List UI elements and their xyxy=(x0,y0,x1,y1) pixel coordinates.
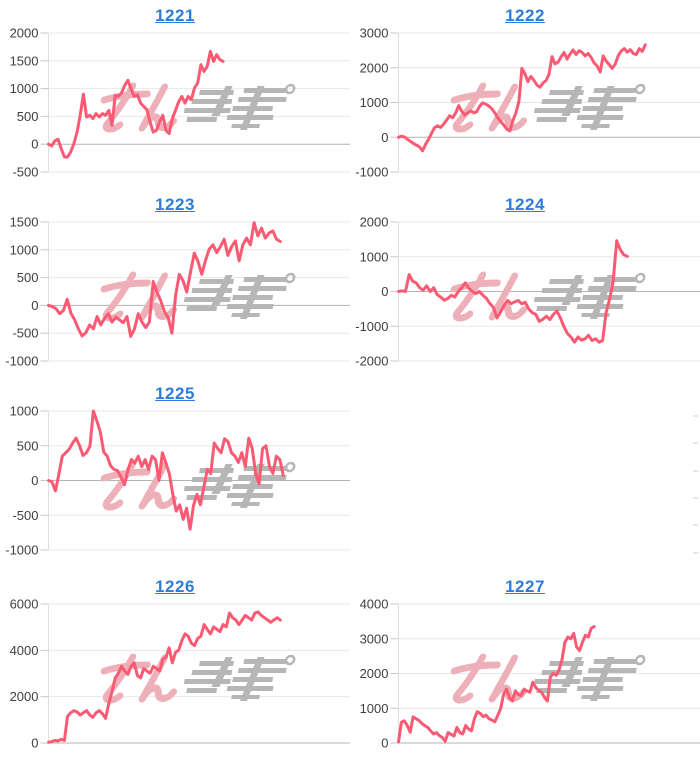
minrepo-watermark xyxy=(100,271,296,322)
data-line xyxy=(397,43,647,153)
y-axis-label: 1000 xyxy=(10,404,39,419)
watermark-gray-text xyxy=(183,83,296,130)
chart-title-link-1225[interactable]: 1225 xyxy=(155,384,195,403)
watermark-gray-text xyxy=(533,654,646,701)
watermark-gray-text xyxy=(533,83,646,130)
cropped-chart-edge-fragment xyxy=(693,496,698,499)
y-axis-label: 1000 xyxy=(360,95,389,110)
y-axis-label: 4000 xyxy=(360,597,389,612)
watermark-gray-text xyxy=(533,272,646,319)
y-axis-label: 1500 xyxy=(10,215,39,230)
chart-title-link-1224[interactable]: 1224 xyxy=(505,195,545,214)
y-axis-label: -500 xyxy=(12,326,38,341)
y-axis-label: 2000 xyxy=(10,689,39,704)
y-axis-label: 1000 xyxy=(360,249,389,264)
y-axis-label: -1000 xyxy=(5,543,38,558)
y-axis-label: 0 xyxy=(31,298,38,313)
data-line xyxy=(47,49,225,159)
line-chart-1223: 1500 1000 500 0 -500 -1000 xyxy=(5,215,350,369)
y-axis-label: 1000 xyxy=(10,81,39,96)
watermark-gray-text xyxy=(183,461,296,508)
cropped-chart-edge-fragment xyxy=(693,442,698,445)
minrepo-watermark xyxy=(100,460,296,511)
chart-cell-1227: 1227 4000 3000 2000 1000 0 xyxy=(350,567,700,756)
y-axis-label: 0 xyxy=(381,736,388,751)
y-axis-label: 500 xyxy=(17,270,39,285)
chart-cell-1222: 1222 3000 2000 1000 0 -1000 xyxy=(350,0,700,189)
y-axis-label: 2000 xyxy=(360,60,389,75)
empty-cell xyxy=(350,378,700,567)
chart-title-row: 1225 xyxy=(0,384,350,404)
y-axis-label: 6000 xyxy=(10,597,39,612)
y-axis-label: 0 xyxy=(381,284,388,299)
chart-cell-1224: 1224 2000 1000 0 -1000 -2000 xyxy=(350,189,700,378)
y-axis-label: 0 xyxy=(381,130,388,145)
y-axis-label: 500 xyxy=(17,109,39,124)
chart-title-link-1222[interactable]: 1222 xyxy=(505,6,545,25)
cropped-chart-edge-fragment xyxy=(693,415,698,417)
line-chart-1221: 2000 1500 1000 500 0 -500 xyxy=(10,26,350,180)
y-axis-label: 3000 xyxy=(360,631,389,646)
y-axis-label: 0 xyxy=(31,137,38,152)
y-axis-label: 1000 xyxy=(10,242,39,257)
chart-cell-1223: 1223 1500 1000 500 0 -500 -1000 xyxy=(0,189,350,378)
y-axis-label: 4000 xyxy=(10,643,39,658)
y-axis-label: -1000 xyxy=(355,319,388,334)
chart-title-row: 1226 xyxy=(0,577,350,597)
y-axis-label: 500 xyxy=(17,438,39,453)
cropped-chart-edge-fragment xyxy=(693,469,698,472)
minrepo-watermark xyxy=(450,271,646,322)
data-line xyxy=(397,239,629,344)
line-chart-1225: 1000 500 0 -500 -1000 xyxy=(5,404,350,558)
watermark-pink-text xyxy=(100,271,178,322)
minrepo-watermark xyxy=(450,653,646,704)
chart-title-link-1227[interactable]: 1227 xyxy=(505,577,545,596)
chart-cell-1221: 1221 2000 1500 1000 500 0 -500 xyxy=(0,0,350,189)
data-line xyxy=(47,221,282,338)
cropped-chart-edge-fragment xyxy=(693,524,698,527)
y-axis-label: 3000 xyxy=(360,26,389,41)
y-axis-label: -1000 xyxy=(355,165,388,180)
y-axis-label: -1000 xyxy=(5,354,38,369)
y-axis-label: 1000 xyxy=(360,701,389,716)
y-axis-label: -500 xyxy=(12,508,38,523)
line-chart-1222: 3000 2000 1000 0 -1000 xyxy=(355,26,700,180)
y-axis-label: -2000 xyxy=(355,354,388,369)
chart-title-row: 1227 xyxy=(350,577,700,597)
y-axis-label: 0 xyxy=(31,473,38,488)
y-axis-label: 2000 xyxy=(10,26,39,41)
chart-title-link-1226[interactable]: 1226 xyxy=(155,577,195,596)
data-line xyxy=(47,409,285,531)
chart-title-row: 1221 xyxy=(0,6,350,26)
minrepo-watermark xyxy=(100,82,296,133)
y-axis-label: 1500 xyxy=(10,53,39,68)
chart-title-row: 1222 xyxy=(350,6,700,26)
y-axis-label: 2000 xyxy=(360,215,389,230)
watermark-gray-text xyxy=(183,654,296,701)
minrepo-watermark xyxy=(100,653,296,704)
y-axis-label: -500 xyxy=(12,165,38,180)
chart-title-row: 1223 xyxy=(0,195,350,215)
y-axis-label: 0 xyxy=(31,736,38,751)
chart-title-link-1223[interactable]: 1223 xyxy=(155,195,195,214)
chart-title-link-1221[interactable]: 1221 xyxy=(155,6,195,25)
chart-cell-1225: 1225 1000 500 0 -500 -1000 xyxy=(0,378,350,567)
chart-title-row: 1224 xyxy=(350,195,700,215)
chart-cell-1226: 1226 6000 4000 2000 0 xyxy=(0,567,350,756)
y-axis-label: 2000 xyxy=(360,666,389,681)
line-chart-1227: 4000 3000 2000 1000 0 xyxy=(360,597,700,751)
data-line xyxy=(47,610,282,744)
cropped-chart-edge-fragment xyxy=(693,551,698,554)
watermark-gray-text xyxy=(183,272,296,319)
watermark-pink-text xyxy=(450,271,528,322)
line-chart-1226: 6000 4000 2000 0 xyxy=(10,597,350,751)
line-chart-1224: 2000 1000 0 -1000 -2000 xyxy=(355,215,700,369)
data-line xyxy=(397,625,596,744)
